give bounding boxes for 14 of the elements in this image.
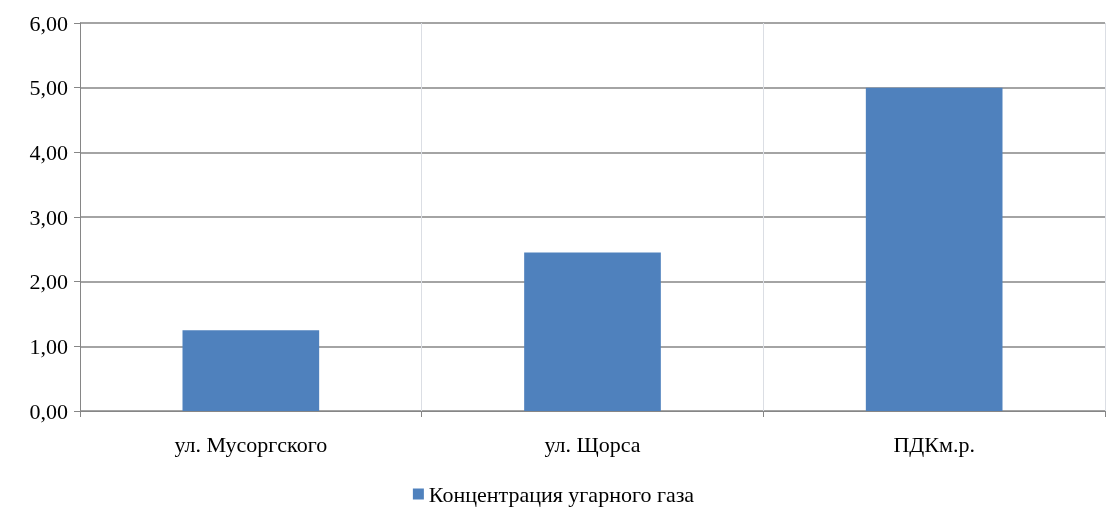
bar	[524, 252, 661, 411]
legend-label: Концентрация угарного газа	[428, 481, 695, 507]
x-tick-label: ул. Щорса	[544, 431, 641, 457]
y-tick-label: 3,00	[29, 204, 68, 230]
y-tick-label: 6,00	[29, 10, 68, 36]
x-tick-label: ПДКм.р.	[893, 431, 975, 457]
y-tick-label: 2,00	[29, 269, 68, 295]
x-tick-label: ул. Мусоргского	[174, 431, 328, 457]
y-tick-label: 4,00	[29, 139, 68, 165]
y-tick-label: 0,00	[29, 398, 68, 424]
y-tick-label: 5,00	[29, 75, 68, 101]
y-tick-label: 1,00	[29, 333, 68, 359]
bar	[182, 330, 320, 411]
bar	[865, 87, 1003, 411]
